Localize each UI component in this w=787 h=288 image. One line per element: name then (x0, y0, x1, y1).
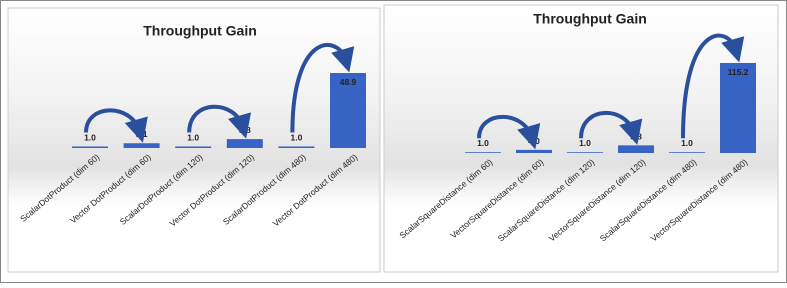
value-label: 1.0 (579, 138, 591, 148)
value-label: 1.0 (477, 138, 489, 148)
bar (330, 73, 366, 148)
arrow (84, 108, 148, 143)
arrow (290, 42, 355, 133)
bar (720, 63, 756, 153)
bar (278, 146, 315, 148)
bar (123, 143, 160, 148)
panel (383, 4, 779, 273)
value-label: 1.0 (290, 132, 302, 142)
chart-title: Throughput Gain (143, 23, 257, 39)
value-label: 1.0 (681, 138, 693, 148)
bar (567, 152, 603, 153)
bar (175, 146, 212, 148)
bar (72, 146, 108, 148)
bar (669, 152, 705, 153)
arrow (579, 110, 643, 145)
bar (516, 149, 552, 153)
bar (465, 152, 501, 153)
bar (226, 139, 263, 148)
arrow (477, 115, 541, 150)
chart-title: Throughput Gain (533, 11, 647, 27)
value-label: 48.9 (340, 77, 357, 87)
bar (618, 145, 654, 153)
value-label: 115.2 (728, 67, 749, 77)
value-label: 1.0 (84, 132, 96, 142)
arrow (681, 33, 745, 139)
value-label: 1.0 (187, 132, 199, 142)
arrow (187, 104, 252, 139)
panel (7, 7, 381, 273)
